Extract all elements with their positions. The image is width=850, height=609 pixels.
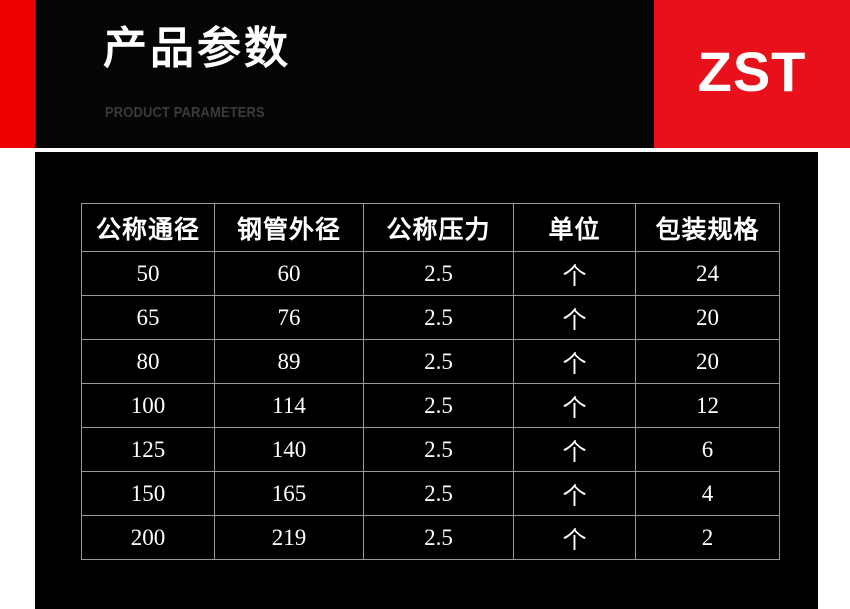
table-row: 200 219 2.5 个 2 bbox=[81, 515, 780, 560]
table-row: 50 60 2.5 个 24 bbox=[81, 251, 780, 296]
header-title-panel: 产品参数 PRODUCT PARAMETERS bbox=[35, 0, 654, 148]
column-header-nominal-pressure: 公称压力 bbox=[363, 203, 514, 252]
header-accent-stripe bbox=[0, 0, 35, 148]
column-header-nominal-diameter: 公称通径 bbox=[81, 203, 215, 252]
cell-pipe-outer-diameter: 165 bbox=[214, 471, 364, 516]
cell-nominal-pressure: 2.5 bbox=[363, 383, 514, 428]
cell-pipe-outer-diameter: 89 bbox=[214, 339, 364, 384]
cell-unit: 个 bbox=[513, 339, 636, 384]
cell-packing-spec: 12 bbox=[635, 383, 780, 428]
cell-nominal-pressure: 2.5 bbox=[363, 251, 514, 296]
table-row: 150 165 2.5 个 4 bbox=[81, 471, 780, 516]
page-title: 产品参数 bbox=[103, 23, 291, 74]
page-header: 产品参数 PRODUCT PARAMETERS ZST bbox=[0, 0, 850, 148]
table-row: 80 89 2.5 个 20 bbox=[81, 339, 780, 384]
cell-unit: 个 bbox=[513, 427, 636, 472]
cell-nominal-diameter: 50 bbox=[81, 251, 215, 296]
cell-unit: 个 bbox=[513, 295, 636, 340]
brand-logo-text: ZST bbox=[697, 39, 807, 103]
cell-pipe-outer-diameter: 140 bbox=[214, 427, 364, 472]
cell-unit: 个 bbox=[513, 383, 636, 428]
cell-unit: 个 bbox=[513, 251, 636, 296]
cell-packing-spec: 20 bbox=[635, 295, 780, 340]
content-panel: 公称通径 钢管外径 公称压力 单位 包装规格 50 60 2.5 个 24 65 bbox=[35, 152, 818, 609]
cell-nominal-pressure: 2.5 bbox=[363, 427, 514, 472]
table-row: 100 114 2.5 个 12 bbox=[81, 383, 780, 428]
cell-packing-spec: 24 bbox=[635, 251, 780, 296]
cell-packing-spec: 2 bbox=[635, 515, 780, 560]
cell-nominal-pressure: 2.5 bbox=[363, 515, 514, 560]
cell-nominal-diameter: 125 bbox=[81, 427, 215, 472]
cell-packing-spec: 4 bbox=[635, 471, 780, 516]
brand-logo-block: ZST bbox=[654, 0, 850, 148]
column-header-unit: 单位 bbox=[513, 203, 636, 252]
cell-nominal-diameter: 80 bbox=[81, 339, 215, 384]
cell-nominal-pressure: 2.5 bbox=[363, 339, 514, 384]
specifications-table: 公称通径 钢管外径 公称压力 单位 包装规格 50 60 2.5 个 24 65 bbox=[81, 203, 780, 560]
cell-nominal-diameter: 100 bbox=[81, 383, 215, 428]
table-row: 125 140 2.5 个 6 bbox=[81, 427, 780, 472]
cell-pipe-outer-diameter: 76 bbox=[214, 295, 364, 340]
cell-pipe-outer-diameter: 114 bbox=[214, 383, 364, 428]
cell-packing-spec: 6 bbox=[635, 427, 780, 472]
cell-pipe-outer-diameter: 60 bbox=[214, 251, 364, 296]
page-subtitle: PRODUCT PARAMETERS bbox=[105, 104, 265, 121]
table-header-row: 公称通径 钢管外径 公称压力 单位 包装规格 bbox=[81, 203, 780, 252]
cell-nominal-diameter: 150 bbox=[81, 471, 215, 516]
cell-packing-spec: 20 bbox=[635, 339, 780, 384]
cell-nominal-diameter: 65 bbox=[81, 295, 215, 340]
table-row: 65 76 2.5 个 20 bbox=[81, 295, 780, 340]
cell-unit: 个 bbox=[513, 515, 636, 560]
cell-unit: 个 bbox=[513, 471, 636, 516]
cell-pipe-outer-diameter: 219 bbox=[214, 515, 364, 560]
column-header-packing-spec: 包装规格 bbox=[635, 203, 780, 252]
column-header-pipe-outer-diameter: 钢管外径 bbox=[214, 203, 364, 252]
cell-nominal-pressure: 2.5 bbox=[363, 295, 514, 340]
cell-nominal-pressure: 2.5 bbox=[363, 471, 514, 516]
cell-nominal-diameter: 200 bbox=[81, 515, 215, 560]
